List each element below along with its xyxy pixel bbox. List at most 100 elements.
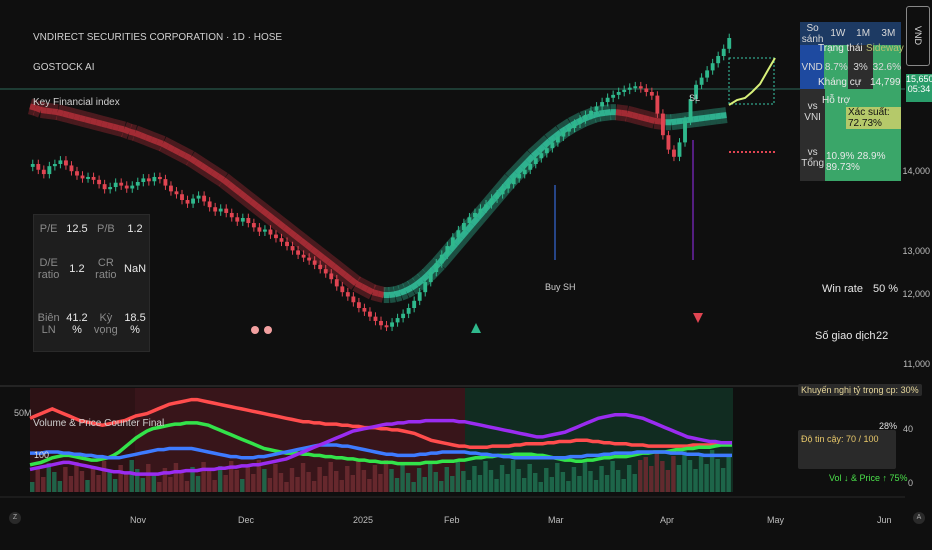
trend-band-core	[360, 283, 369, 292]
trend-band-core	[172, 146, 181, 156]
candle-body	[528, 164, 533, 170]
vnd-label: VND	[800, 45, 825, 89]
trend-band-core	[156, 138, 164, 147]
candle-body	[268, 229, 273, 235]
support-label: Hỗ trợ	[822, 95, 851, 106]
trend-band-core	[216, 173, 226, 183]
confidence-text: Độ tin cậy: 70 / 100	[801, 434, 879, 444]
volume-bar	[488, 470, 494, 492]
trend-band-core	[150, 136, 159, 145]
candle-body	[80, 175, 85, 179]
candle-body	[544, 148, 549, 154]
volume-bar	[665, 470, 671, 492]
volume-bar	[615, 470, 621, 492]
indicator-label-volume[interactable]: Volume & Price Counter Final	[33, 418, 165, 429]
candle-body	[141, 178, 146, 182]
trend-band-core	[95, 119, 103, 127]
volume-bar	[693, 469, 698, 492]
trend-band-core	[112, 123, 120, 131]
candle-body	[97, 179, 102, 185]
trend-band-core	[648, 116, 656, 124]
volume-bar	[533, 473, 538, 492]
projection-line	[728, 57, 776, 106]
confidence-badge: Độ tin cậy: 70 / 100	[798, 430, 896, 469]
candle-body	[649, 92, 654, 96]
trend-band-core	[388, 291, 396, 299]
candle-body	[157, 176, 162, 180]
volume-bar	[687, 460, 693, 492]
trend-band-core	[371, 289, 379, 297]
volume-bar	[582, 462, 588, 492]
volume-bar	[90, 466, 96, 492]
trend-band-core	[365, 286, 375, 295]
indicator-label-gostock[interactable]: GOSTOCK AI	[33, 62, 95, 73]
volume-bar	[510, 460, 516, 492]
trend-band-core	[84, 116, 92, 124]
volume-bar	[345, 466, 350, 492]
candle-body	[417, 292, 422, 301]
candle-body	[102, 184, 107, 190]
candle-body	[638, 86, 643, 89]
candle-body	[600, 102, 605, 107]
trend-band-core	[304, 242, 314, 252]
volume-bar	[521, 478, 527, 492]
vnd-3m: 32.6%	[872, 45, 902, 89]
candle-body	[58, 160, 63, 164]
candle-body	[401, 313, 406, 319]
indicator-label-financial[interactable]: Key Financial index	[33, 97, 120, 108]
candle-body	[124, 185, 129, 189]
volume-bar	[41, 477, 46, 492]
volume-bar	[715, 459, 720, 492]
financial-row: Biên LN 41.2 % Kỳ vọng 18.5 %	[34, 297, 149, 351]
candle-body	[52, 164, 57, 167]
trend-band-core	[377, 290, 385, 298]
trend-band-core	[243, 194, 253, 204]
trend-band-core	[337, 268, 347, 278]
volume-bar	[228, 461, 234, 492]
candle-body	[262, 229, 267, 232]
financial-panel: P/E 12.5 P/B 1.2 D/E ratio 1.2 CR ratio …	[33, 214, 150, 352]
volume-bar	[372, 465, 378, 492]
candle-body	[450, 237, 455, 247]
time-tick: Jun	[877, 515, 892, 525]
trend-band-core	[394, 289, 402, 298]
trend-band-core	[227, 181, 237, 191]
auto-scale-button[interactable]: A	[913, 512, 925, 524]
candle-body	[251, 223, 256, 228]
candle-body	[69, 165, 74, 172]
osc-line-red	[29, 397, 732, 450]
candle-body	[439, 254, 444, 264]
candle-body	[633, 86, 638, 89]
volume-bar	[251, 474, 256, 492]
zoom-button[interactable]: Z	[9, 512, 21, 524]
financial-row: P/E 12.5 P/B 1.2	[34, 215, 149, 242]
trend-band-core	[249, 199, 259, 209]
symbol-box[interactable]: VND	[906, 6, 930, 66]
volume-bar	[444, 467, 449, 492]
volume-bar	[79, 471, 85, 492]
pb-value: 1.2	[127, 222, 143, 235]
time-tick: Nov	[130, 515, 147, 525]
candle-body	[578, 119, 582, 124]
time-tick: Mar	[548, 515, 564, 525]
trend-band-core	[46, 107, 53, 115]
trend-band-core	[720, 112, 727, 119]
candle-body	[583, 115, 588, 120]
volume-bar	[112, 479, 118, 492]
trend-band-core	[205, 166, 215, 176]
trend-band-core	[188, 155, 198, 165]
trend-band-core	[106, 122, 114, 130]
trend-band-core	[238, 190, 248, 200]
candle-body	[517, 174, 522, 179]
volume-tick: 40	[903, 424, 914, 434]
sell-arrow	[693, 313, 703, 323]
volume-bar	[107, 470, 112, 492]
trades-value: 22	[876, 330, 889, 342]
volume-bar	[455, 462, 461, 492]
trend-band-core	[415, 277, 425, 287]
candle-body	[533, 158, 538, 164]
trend-band-core	[293, 233, 303, 243]
candle-body	[461, 223, 466, 231]
trend-band-core	[642, 115, 650, 123]
